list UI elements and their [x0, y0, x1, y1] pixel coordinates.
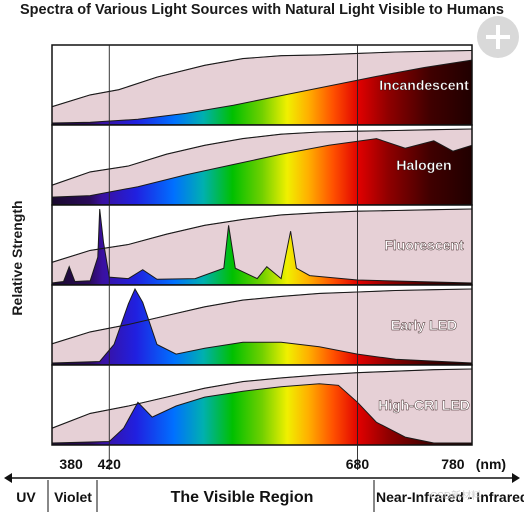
plus-badge-icon [477, 16, 519, 58]
panel-fluorescent: Fluorescent [51, 204, 473, 286]
source-spectrum-area [51, 208, 473, 286]
natural-light-curve [51, 288, 473, 345]
watermark: CSD新材料 [430, 491, 482, 502]
region-bar: UV Violet The Visible Region Near-Infrared … [16, 480, 524, 512]
region-label: The Visible Region [171, 489, 314, 506]
panel-label: High-CRI LED [378, 397, 470, 413]
x-axis: 380 420 680 780 (nm) [4, 456, 520, 483]
natural-light-curve [51, 128, 473, 186]
natural-light-curve [51, 208, 473, 263]
region-label: UV [16, 489, 36, 505]
panel-label: Fluorescent [384, 237, 464, 253]
region-label: Violet [54, 489, 92, 505]
panel-halogen: Halogen [51, 124, 473, 206]
natural-light-curve [51, 49, 473, 108]
x-tick-label: 680 [346, 456, 370, 472]
axis-arrow-right [512, 473, 520, 483]
region-label: Near-Infrared - Infrared [376, 489, 524, 505]
source-spectrum-area [51, 138, 473, 206]
x-tick-label: 780 [441, 456, 465, 472]
chart-title: Spectra of Various Light Sources with Na… [20, 2, 504, 18]
x-tick-label: 380 [59, 456, 83, 472]
panel-early-led: Early LED [51, 284, 473, 366]
x-tick-label: 420 [98, 456, 122, 472]
panel-label: Early LED [391, 317, 457, 333]
panel-high-cri-led: High-CRI LED [51, 364, 473, 446]
spectra-panels: Incandescent Halogen Fluorescent Early LED H… [51, 44, 473, 470]
source-spectrum-area [51, 383, 473, 446]
source-spectrum-area [51, 287, 473, 366]
panel-incandescent: Incandescent [51, 44, 473, 126]
x-axis-unit: (nm) [476, 456, 506, 472]
panel-label: Halogen [396, 157, 451, 173]
panel-label: Incandescent [379, 77, 469, 93]
axis-arrow-left [4, 473, 12, 483]
panel-border [51, 364, 473, 446]
natural-light-curve [51, 368, 473, 429]
